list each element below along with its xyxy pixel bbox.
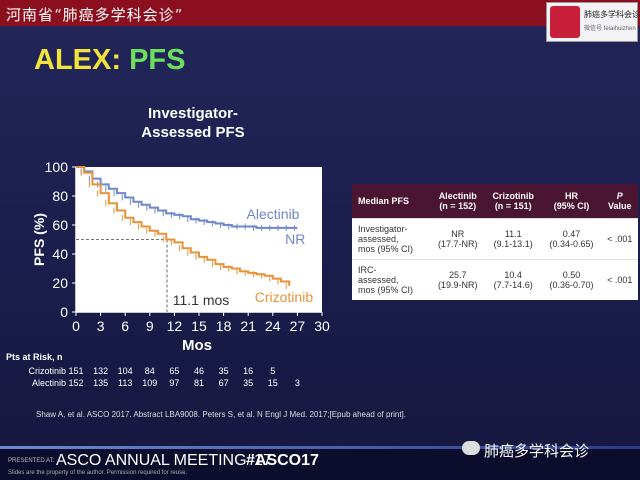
lung-logo-icon [550, 6, 580, 38]
risk-cell: 97 [169, 378, 180, 388]
header-title: 河南省“肺癌多学科会诊” [6, 6, 184, 24]
table-header-cell: P Value [601, 184, 638, 219]
risk-cell: 35 [218, 366, 229, 376]
risk-cell: 5 [270, 366, 276, 376]
series-end-label-nr: NR [285, 231, 305, 247]
wechat-badge: 肺癌多学科会诊 微信号 feiaihuizhen [546, 2, 640, 42]
badge-title: 肺癌多学科会诊 [584, 10, 640, 19]
risk-cell: 151 [68, 366, 84, 376]
x-tick-label: 12 [167, 318, 183, 334]
footer-bar [0, 446, 640, 480]
x-tick-label: 18 [216, 318, 232, 334]
risk-cell: 46 [193, 366, 204, 376]
risk-row-label: Crizotinib [28, 366, 66, 376]
presented-at-label: PRESENTED AT: [8, 458, 55, 464]
pfs-table: Median PFS Alectinib (n = 152) Crizotinib (n… [352, 184, 638, 300]
risk-cell: 67 [218, 378, 229, 388]
table-row: IRC-assessed, mos (95% CI) 25.7 (19.9-NR) 10… [352, 259, 638, 300]
x-tick-label: 9 [146, 318, 154, 334]
header-bar: 河南省“肺癌多学科会诊” [0, 0, 640, 26]
x-axis-label: Mos [182, 337, 212, 354]
footer-disclaimer: Slides are the property of the author. P… [8, 470, 188, 476]
table-cell: 0.47 (0.34-0.65) [541, 218, 602, 260]
y-tick-label: 20 [52, 275, 68, 291]
series-line-alectinib [76, 166, 298, 229]
risk-cell: 15 [267, 378, 278, 388]
table-cell: 25.7 (19.9-NR) [430, 259, 485, 300]
chart-title: Investigator- Assessed PFS [118, 104, 268, 142]
x-tick-label: 30 [314, 318, 330, 334]
table-cell: NR (17.7-NR) [430, 218, 485, 260]
wechat-label: 肺癌多学科会诊 [484, 443, 590, 460]
x-tick-label: 21 [240, 318, 256, 334]
meeting-name: ASCO ANNUAL MEETING '17 [56, 452, 272, 469]
x-tick-label: 0 [72, 318, 80, 334]
x-tick-label: 15 [191, 318, 207, 334]
badge-subtitle: 微信号 feiaihuizhen [584, 26, 636, 32]
x-tick-label: 6 [121, 318, 129, 334]
wechat-icon [462, 441, 480, 455]
y-tick-label: 80 [52, 188, 68, 204]
meeting-hashtag: #ASCO17 [246, 452, 319, 469]
risk-cell: 65 [169, 366, 180, 376]
table-cell: 0.50 (0.36-0.70) [541, 259, 602, 300]
slide-title-part1: ALEX: [34, 44, 121, 76]
table-header-cell: HR (95% CI) [541, 184, 602, 219]
table-cell: < .001 [601, 259, 638, 300]
table-cell: Investigator-assessed, mos (95% CI) [352, 218, 431, 260]
risk-row-label: Alectinib [31, 378, 66, 388]
citation: Shaw A, et al. ASCO 2017. Abstract LBA90… [36, 410, 406, 419]
chart-title-line1: Investigator- [147, 105, 238, 122]
risk-cell: 113 [118, 378, 133, 388]
y-tick-label: 0 [60, 304, 68, 320]
slide-title: ALEX: PFS [34, 44, 185, 77]
median-annotation: 11.1 mos [173, 292, 230, 308]
table-header-cell: Alectinib (n = 152) [430, 184, 485, 219]
table-cell: 11.1 (9.1-13.1) [484, 218, 542, 260]
table-row: Investigator-assessed, mos (95% CI) NR (17.… [352, 218, 638, 260]
table-header-cell: Crizotinib (n = 151) [484, 184, 542, 219]
km-chart: 0 20 40 60 80 100 0 3 6 9 12 15 18 21 24 27 30 Mos PFS (%)… [31, 159, 330, 354]
table-header-cell: Median PFS [352, 184, 431, 219]
risk-cell: 81 [193, 378, 204, 388]
y-tick-label: 40 [52, 246, 68, 262]
slide-title-part2: PFS [129, 44, 186, 76]
legend-label-crizotinib: Crizotinib [255, 289, 314, 305]
x-tick-label: 24 [265, 318, 281, 334]
y-tick-label: 60 [52, 217, 68, 233]
risk-cell: 152 [68, 378, 84, 388]
y-tick-label: 100 [45, 159, 69, 175]
table-cell: < .001 [601, 218, 638, 260]
table-header-row: Median PFS Alectinib (n = 152) Crizotinib (n… [352, 184, 638, 219]
footer-accent-line [0, 446, 640, 449]
risk-cell: 35 [243, 378, 254, 388]
risk-cell: 109 [142, 378, 158, 388]
table-cell: 10.4 (7.7-14.6) [484, 259, 542, 300]
x-tick-label: 3 [97, 318, 105, 334]
chart-title-line2: Assessed PFS [141, 124, 245, 141]
risk-cell: 104 [117, 366, 133, 376]
risk-header: Pts at Risk, n [6, 352, 63, 362]
legend-label-alectinib: Alectinib [247, 206, 300, 222]
risk-cell: 3 [294, 378, 300, 388]
risk-cell: 135 [93, 378, 109, 388]
series-line-crizotinib [76, 166, 291, 286]
risk-cell: 132 [93, 366, 109, 376]
y-axis-label: PFS (%) [31, 213, 47, 266]
table-cell: IRC-assessed, mos (95% CI) [352, 259, 431, 300]
risk-cell: 84 [144, 366, 155, 376]
risk-cell: 16 [243, 366, 254, 376]
x-tick-label: 27 [290, 318, 306, 334]
